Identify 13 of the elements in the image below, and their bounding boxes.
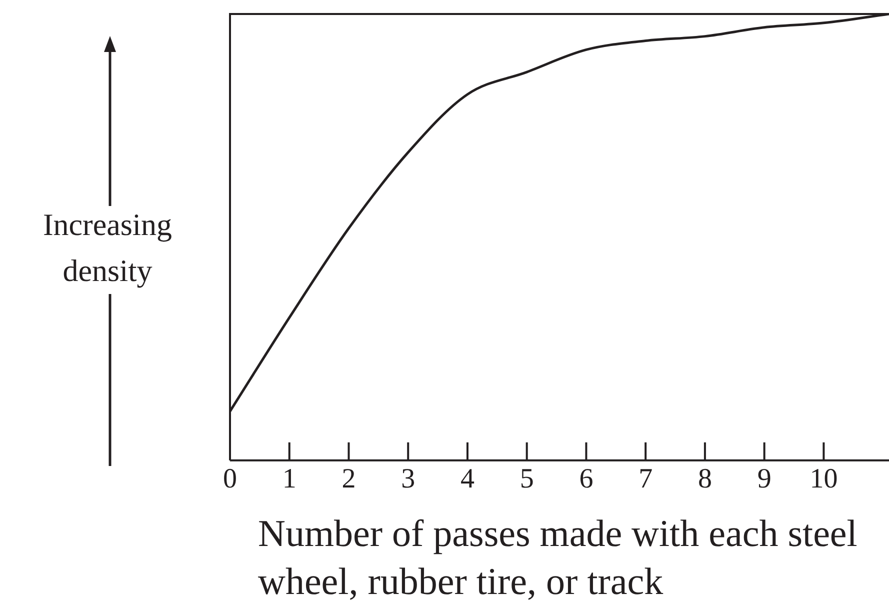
x-tick-label: 4 bbox=[460, 464, 474, 495]
x-tick-label: 10 bbox=[810, 464, 838, 495]
x-tick-label: 2 bbox=[342, 464, 356, 495]
x-tick-label: 5 bbox=[520, 464, 534, 495]
x-axis-title: Number of passes made with each steel wheel, rubber tire, or track bbox=[258, 512, 858, 605]
x-tick-label: 1 bbox=[282, 464, 296, 495]
x-tick-label: 0 bbox=[223, 464, 237, 495]
x-tick-label: 9 bbox=[757, 464, 772, 495]
x-tick-label: 7 bbox=[638, 464, 653, 495]
x-tick-label: 8 bbox=[698, 464, 712, 495]
x-tick-label: 6 bbox=[579, 464, 594, 495]
y-axis-title: Increasing density bbox=[42, 206, 174, 290]
x-tick-label: 3 bbox=[401, 464, 416, 495]
